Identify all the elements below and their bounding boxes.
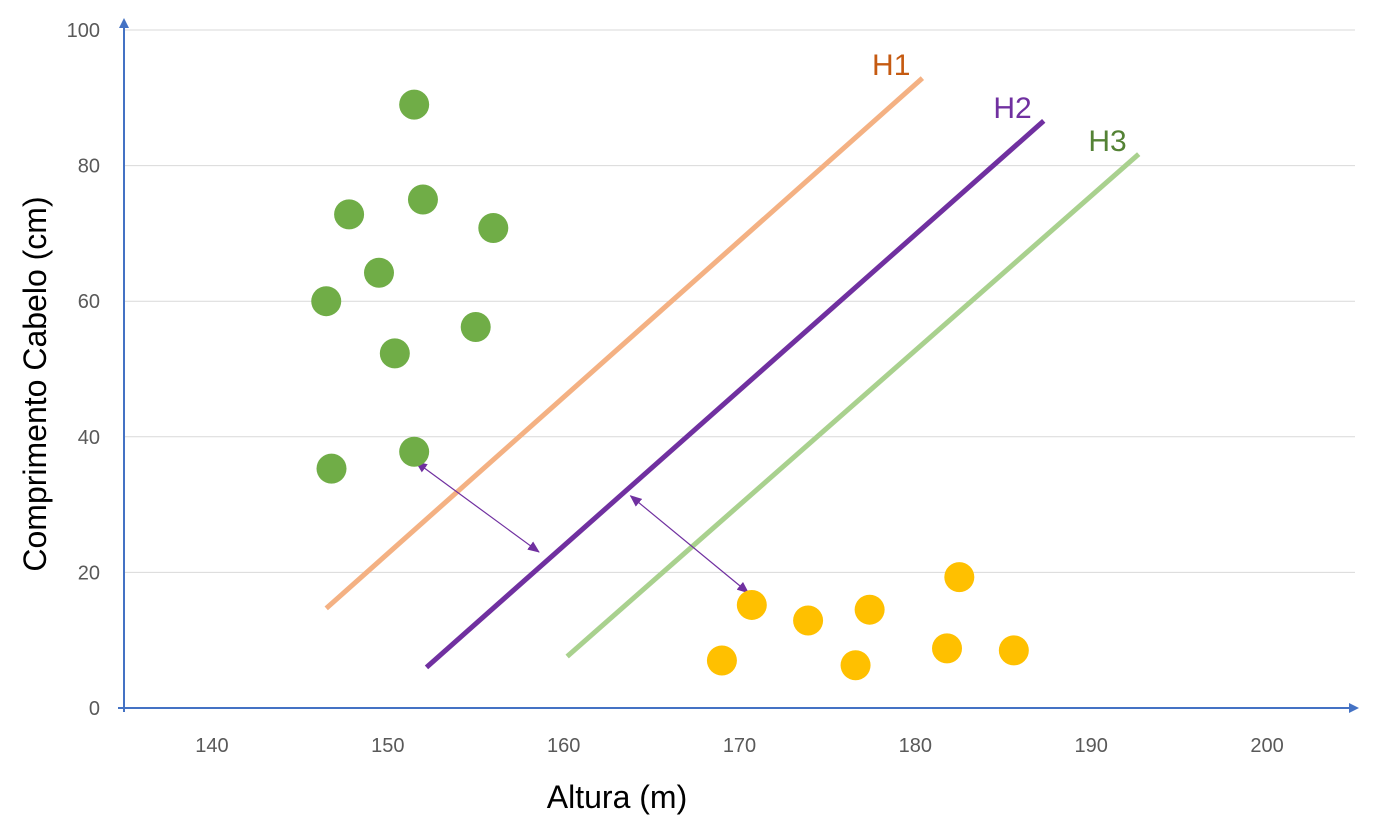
y-tick-label: 80 <box>78 156 100 178</box>
data-point <box>363 257 394 288</box>
x-tick-label: 200 <box>1250 735 1283 757</box>
data-point <box>399 436 430 467</box>
margin-arrow <box>629 495 750 594</box>
x-tick-label: 190 <box>1075 735 1108 757</box>
data-point <box>460 311 491 342</box>
x-tick-label: 140 <box>195 735 228 757</box>
gridlines <box>124 29 1355 573</box>
data-point <box>998 635 1029 666</box>
data-points <box>311 89 1029 681</box>
x-tick-label: 180 <box>899 735 932 757</box>
hyperplane-line <box>565 152 1141 659</box>
data-point <box>334 199 365 230</box>
data-point <box>379 338 410 369</box>
data-point <box>840 650 871 681</box>
hyperplane-line <box>424 118 1046 670</box>
data-point <box>944 562 975 593</box>
y-tick-label: 20 <box>78 562 100 584</box>
x-axis-title: Altura (m) <box>547 779 687 815</box>
x-tick-label: 170 <box>723 735 756 757</box>
hyperplane-label: H3 <box>1088 125 1126 158</box>
hyperplane-label: H2 <box>993 92 1031 125</box>
hyperplane-label: H1 <box>872 49 910 82</box>
margin-arrow <box>415 461 540 553</box>
data-point <box>932 633 963 664</box>
y-tick-label: 0 <box>89 698 100 720</box>
data-point <box>478 212 509 243</box>
x-tick-label: 150 <box>371 735 404 757</box>
data-point <box>793 605 824 636</box>
data-point <box>854 594 885 625</box>
y-tick-label: 100 <box>67 20 100 42</box>
data-point <box>706 645 737 676</box>
data-point <box>399 89 430 120</box>
y-tick-label: 60 <box>78 291 100 313</box>
data-point <box>407 184 438 215</box>
margin-arrows <box>415 461 750 594</box>
axes <box>118 18 1359 713</box>
x-tick-label: 160 <box>547 735 580 757</box>
data-point <box>311 286 342 317</box>
hyperplane-line <box>324 76 925 611</box>
y-tick-label: 40 <box>78 427 100 449</box>
data-point <box>316 453 347 484</box>
data-point <box>736 589 767 620</box>
tick-labels: 140 150 160 170 180 190 200 0 20 40 60 80 100 <box>67 20 1284 757</box>
y-axis-title: Comprimento Cabelo (cm) <box>17 196 53 571</box>
hyperplanes: H1 H2 H3 <box>324 49 1141 670</box>
